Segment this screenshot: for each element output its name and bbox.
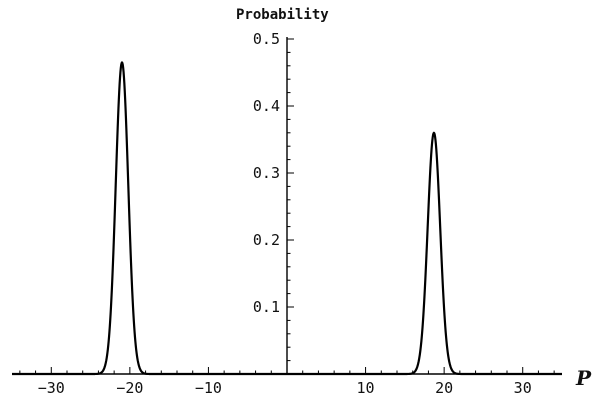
series-line bbox=[11, 61, 563, 376]
y-tick-label: 0.5 bbox=[253, 30, 280, 48]
y-tick-label: 0.4 bbox=[253, 97, 280, 115]
x-tick-label: −10 bbox=[195, 379, 222, 397]
axes bbox=[12, 37, 562, 375]
y-tick-label: 0.3 bbox=[253, 164, 280, 182]
x-axis-label: P bbox=[575, 366, 592, 390]
ticks: −30 −20 −10 10 20 30 0.1 0.2 0.3 0.4 0.5 bbox=[19, 30, 555, 397]
x-tick-label: 30 bbox=[514, 379, 532, 397]
y-tick-label: 0.2 bbox=[253, 231, 280, 249]
chart-title: Probability bbox=[236, 7, 329, 23]
plot-area bbox=[11, 61, 563, 376]
x-tick-label: 20 bbox=[435, 379, 453, 397]
x-tick-label: 10 bbox=[357, 379, 375, 397]
x-tick-label: −20 bbox=[116, 379, 143, 397]
x-tick-label: −30 bbox=[38, 379, 65, 397]
y-tick-label: 0.1 bbox=[253, 298, 280, 316]
